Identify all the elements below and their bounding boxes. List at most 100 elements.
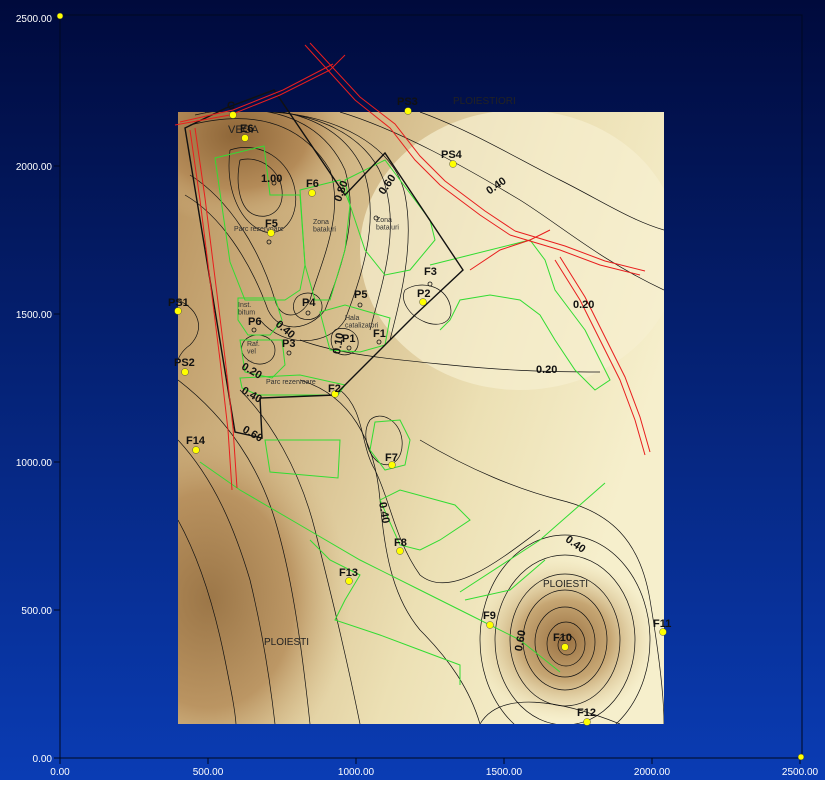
sample-marker: [286, 350, 292, 356]
well-f12[interactable]: F12: [577, 707, 596, 726]
well-ps1[interactable]: PS1: [168, 297, 189, 315]
area-labels: Parc rezervoare Zona bataluri Zona batalur…: [234, 217, 399, 386]
contour-line: [293, 292, 323, 320]
well-p6[interactable]: P6: [248, 316, 261, 328]
road-line: [514, 230, 646, 272]
contour-label: 1.00: [261, 173, 282, 185]
area-label-parc-rezervoare: Parc rezervoare: [234, 226, 284, 233]
area-label-hala-catalizatori: Hala catalizatori: [345, 315, 379, 330]
well-f1[interactable]: F1: [373, 328, 386, 340]
well-p1[interactable]: P1: [342, 333, 355, 345]
well-c[interactable]: C: [227, 100, 237, 119]
well-label: F12: [577, 707, 596, 719]
well-label: F5: [265, 218, 278, 230]
zone-boundary: [464, 559, 546, 601]
road-line: [194, 127, 238, 489]
well-p2[interactable]: P2: [417, 288, 430, 306]
zone-boundary: [199, 461, 561, 673]
well-label: PS2: [174, 357, 195, 369]
well-p5[interactable]: P5: [354, 289, 367, 301]
contour-line: [494, 554, 636, 724]
road-line: [559, 256, 651, 453]
well-f14[interactable]: F14: [186, 435, 206, 454]
place-name-ploiestiori: PLOIESTIORI: [453, 96, 516, 107]
x-tick-label: 2500.00: [782, 767, 819, 778]
zone-boundary: [459, 482, 606, 593]
zone-boundary: [214, 145, 306, 301]
contour-line: [509, 573, 621, 707]
contour-line: [419, 439, 664, 724]
contour-line: [178, 439, 276, 724]
well-p3[interactable]: P3: [282, 338, 295, 350]
well-ps4[interactable]: PS4: [441, 149, 463, 168]
zone-boundary: [369, 419, 411, 471]
contour-line: [269, 112, 409, 341]
sample-marker: [427, 281, 433, 287]
y-tick-label: 500.00: [21, 606, 52, 617]
contour-line: [184, 112, 351, 328]
zone-boundary: [379, 489, 471, 551]
well-f11[interactable]: F11: [653, 618, 671, 636]
well-f2[interactable]: F2: [328, 383, 341, 398]
contour-label: 0.10: [331, 332, 347, 355]
well-label: C: [227, 100, 235, 112]
y-tick-label: 1000.00: [16, 458, 53, 469]
place-name-vega: VEGA: [228, 124, 259, 136]
zone-boundary: [237, 297, 283, 336]
sample-marker: [266, 239, 272, 245]
well-f7[interactable]: F7: [385, 452, 398, 469]
sample-marker: [376, 339, 382, 345]
contour-line: [339, 389, 541, 584]
place-names: PLOIESTIORI PLOIESTI PLOIESTI VEGA: [228, 96, 588, 648]
well-ps3[interactable]: PS3: [397, 96, 418, 115]
well-f10[interactable]: F10: [553, 632, 572, 651]
road-line: [174, 54, 346, 126]
contour-line: [522, 589, 608, 691]
sample-marker: [305, 310, 311, 316]
well-label: F11: [653, 618, 671, 630]
road-line: [469, 229, 551, 271]
well-f8[interactable]: F8: [394, 537, 407, 555]
sample-markers: [251, 180, 433, 356]
well-f13[interactable]: F13: [339, 567, 358, 585]
well-label: P6: [248, 316, 261, 328]
contour-line: [479, 534, 651, 724]
well-label: PS3: [397, 96, 418, 108]
y-tick-label: 2500.00: [16, 14, 53, 25]
well-p4[interactable]: P4: [302, 297, 316, 309]
contour-line: [189, 118, 335, 316]
well-label: F8: [394, 537, 407, 549]
high-zone-f10: [475, 560, 655, 720]
well-f9[interactable]: F9: [483, 610, 496, 629]
contour-line: [178, 519, 237, 724]
area-label-zona-bataluri: Zona bataluri: [376, 217, 399, 232]
well-label: P1: [342, 333, 355, 345]
site-outline-path: [184, 89, 464, 439]
well-e6[interactable]: E6: [240, 123, 253, 142]
well-label: F3: [424, 266, 437, 278]
x-axis: 0.00 500.00 1000.00 1500.00 2000.00 2500…: [50, 758, 819, 778]
corner-marker-top: [56, 12, 64, 20]
well-f3[interactable]: F3: [424, 266, 437, 278]
well-label: P5: [354, 289, 367, 301]
contour-line: [228, 147, 297, 233]
contour-label: 0.20: [536, 364, 557, 376]
road-line: [509, 234, 641, 276]
well-ps2[interactable]: PS2: [174, 357, 195, 376]
corner-marker-bottom: [797, 753, 805, 761]
contour-lines: [178, 112, 664, 724]
contour-line: [365, 415, 403, 466]
high-zone-west: [178, 420, 350, 724]
area-label-rafinarie: Raf. vel...: [247, 341, 260, 363]
well-label: PS1: [168, 297, 189, 309]
sample-marker: [346, 345, 352, 351]
well-f5[interactable]: F5: [265, 218, 278, 237]
well-label: F1: [373, 328, 386, 340]
contour-label: 0.40: [376, 501, 392, 524]
well-f6[interactable]: F6: [306, 178, 319, 197]
contour-line: [479, 701, 621, 724]
contour-line: [239, 389, 361, 724]
well-label: P4: [302, 297, 316, 309]
area-label-zona-bataluri: Zona bataluri: [313, 219, 336, 234]
